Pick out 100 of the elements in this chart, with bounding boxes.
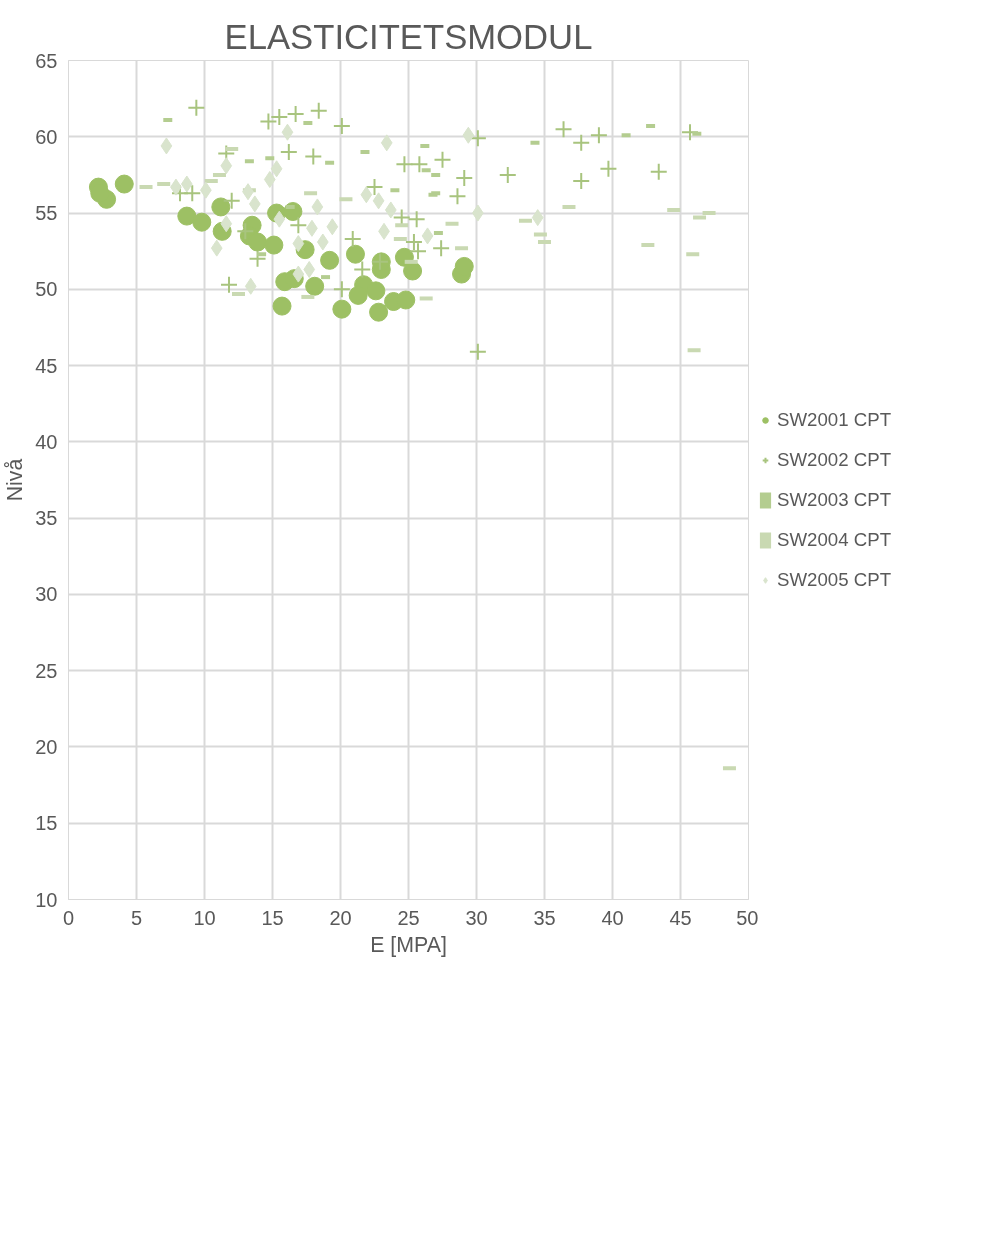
point <box>177 206 197 226</box>
x-tick-label: 30 <box>465 906 488 929</box>
y-tick-label: 30 <box>35 583 58 606</box>
point <box>681 123 700 142</box>
point <box>360 186 373 204</box>
point <box>305 276 325 296</box>
point <box>303 260 316 278</box>
point <box>404 233 423 252</box>
point <box>353 260 372 279</box>
point <box>281 123 294 141</box>
point <box>210 239 223 257</box>
y-tick-label: 45 <box>35 354 58 377</box>
point <box>345 244 365 264</box>
y-tick-label: 55 <box>35 202 58 225</box>
point <box>263 170 276 188</box>
y-tick-label: 65 <box>35 49 58 72</box>
point <box>366 281 386 301</box>
point <box>380 134 393 152</box>
point <box>332 117 351 136</box>
point <box>572 172 591 191</box>
point <box>432 239 451 258</box>
y-tick-label: 20 <box>35 735 58 758</box>
point <box>409 242 428 261</box>
x-tick-label: 40 <box>601 906 624 929</box>
point <box>248 249 267 268</box>
x-tick-label: 0 <box>62 906 75 929</box>
point <box>304 147 323 166</box>
point <box>292 235 305 253</box>
y-axis-title: Nivå <box>3 458 28 502</box>
point <box>396 290 416 310</box>
point <box>320 250 340 270</box>
point <box>448 187 467 206</box>
point <box>259 112 278 131</box>
point <box>348 285 368 305</box>
legend-label: SW2002 CPT <box>777 448 892 471</box>
point <box>572 133 591 152</box>
point <box>270 160 283 178</box>
point <box>292 265 305 283</box>
y-tick-label: 50 <box>35 278 58 301</box>
y-tick-label: 40 <box>35 430 58 453</box>
point <box>599 159 618 178</box>
point <box>192 212 212 232</box>
y-tick-label: 60 <box>35 125 58 148</box>
x-tick-label: 20 <box>329 906 352 929</box>
point <box>114 174 134 194</box>
legend-label: SW2004 CPT <box>777 528 892 551</box>
point <box>462 126 475 144</box>
x-tick-label: 35 <box>533 906 556 929</box>
point <box>316 233 329 251</box>
x-tick-label: 25 <box>397 906 420 929</box>
point <box>244 277 257 295</box>
point <box>369 302 389 322</box>
x-tick-label: 15 <box>261 906 284 929</box>
y-tick-label: 10 <box>35 888 58 911</box>
point <box>589 126 608 145</box>
y-tick-label: 25 <box>35 659 58 682</box>
point <box>270 107 289 126</box>
point <box>454 256 474 276</box>
point <box>187 98 206 117</box>
point <box>455 168 474 187</box>
point <box>273 210 286 228</box>
point <box>365 178 384 197</box>
point <box>236 222 255 241</box>
point <box>554 120 573 139</box>
legend-label: SW2005 CPT <box>777 568 892 591</box>
point <box>222 191 241 210</box>
point <box>403 261 423 281</box>
point <box>219 275 238 294</box>
x-axis-title: E [MPA] <box>370 932 447 957</box>
point <box>286 104 305 123</box>
point <box>498 165 517 184</box>
point <box>279 143 298 162</box>
point <box>160 137 173 155</box>
legend-label: SW2003 CPT <box>777 488 892 511</box>
point <box>264 235 284 255</box>
point <box>180 175 193 193</box>
point <box>248 195 261 213</box>
point <box>421 227 434 245</box>
point <box>372 192 385 210</box>
point <box>211 197 231 217</box>
x-tick-label: 45 <box>669 906 692 929</box>
point <box>289 216 308 235</box>
point <box>183 184 202 203</box>
legend-label: SW2001 CPT <box>777 408 892 431</box>
x-tick-label: 50 <box>736 906 759 929</box>
chart-title: ELASTICITETSMODUL <box>224 17 593 56</box>
point <box>220 215 233 233</box>
point <box>407 210 426 229</box>
point <box>649 162 668 181</box>
point <box>326 218 339 236</box>
point <box>272 296 292 316</box>
point <box>309 101 328 120</box>
x-tick-label: 10 <box>193 906 216 929</box>
point <box>311 198 324 216</box>
point <box>332 280 351 299</box>
point <box>531 209 544 227</box>
point <box>468 342 487 361</box>
point <box>248 232 268 252</box>
point <box>220 157 233 175</box>
point <box>343 229 362 248</box>
